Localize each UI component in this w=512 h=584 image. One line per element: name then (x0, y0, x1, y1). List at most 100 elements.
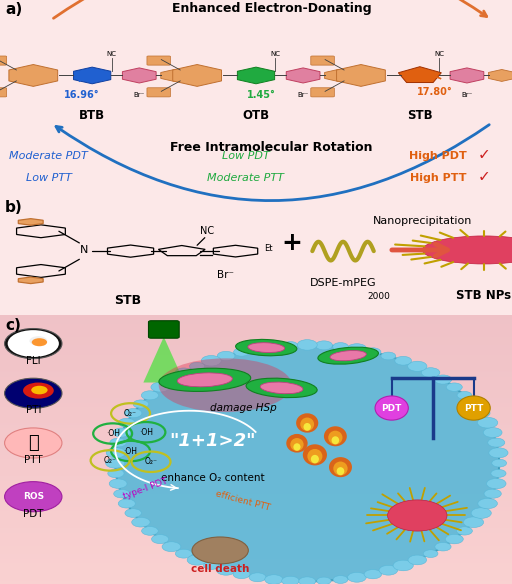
Ellipse shape (293, 443, 301, 451)
Text: Free Intramolecular Rotation: Free Intramolecular Rotation (170, 141, 373, 154)
Circle shape (5, 482, 62, 512)
Circle shape (162, 374, 181, 384)
Ellipse shape (115, 345, 499, 581)
Circle shape (141, 391, 159, 400)
Circle shape (297, 340, 317, 350)
Circle shape (379, 565, 398, 575)
Polygon shape (238, 67, 274, 84)
Circle shape (435, 543, 451, 551)
Text: ·OH: ·OH (105, 429, 120, 438)
Ellipse shape (301, 418, 314, 431)
Circle shape (471, 507, 492, 519)
Ellipse shape (311, 455, 319, 463)
Text: DSPE-mPEG: DSPE-mPEG (310, 278, 376, 288)
Text: PTI: PTI (26, 405, 41, 415)
Circle shape (422, 236, 512, 264)
Text: cell death: cell death (191, 564, 249, 574)
Circle shape (249, 573, 266, 582)
Ellipse shape (324, 426, 347, 446)
Polygon shape (9, 65, 58, 86)
Text: 16.96°: 16.96° (64, 91, 100, 100)
Text: High PTT: High PTT (410, 173, 466, 183)
Circle shape (189, 362, 205, 370)
Circle shape (175, 368, 193, 377)
Circle shape (434, 375, 452, 384)
Ellipse shape (290, 438, 304, 451)
FancyBboxPatch shape (0, 56, 7, 65)
Text: 1.45°: 1.45° (247, 91, 275, 100)
Circle shape (365, 348, 381, 356)
Circle shape (118, 499, 135, 508)
Text: Br⁻: Br⁻ (134, 92, 145, 98)
Circle shape (282, 576, 299, 584)
Circle shape (105, 458, 125, 468)
Polygon shape (18, 277, 43, 284)
Circle shape (445, 534, 463, 544)
Circle shape (233, 348, 249, 356)
Polygon shape (143, 337, 184, 383)
Text: Low PDT: Low PDT (222, 151, 270, 161)
Polygon shape (161, 69, 187, 81)
Polygon shape (488, 69, 512, 81)
Text: Nanoprecipitation: Nanoprecipitation (373, 216, 472, 226)
Text: 🌡: 🌡 (28, 434, 38, 452)
Circle shape (381, 352, 396, 360)
Circle shape (109, 479, 127, 488)
Polygon shape (325, 69, 351, 81)
Ellipse shape (318, 347, 378, 364)
Text: NC: NC (270, 51, 281, 57)
Polygon shape (74, 67, 111, 84)
Ellipse shape (375, 396, 409, 420)
Polygon shape (286, 68, 320, 83)
Ellipse shape (246, 378, 317, 398)
Circle shape (265, 575, 283, 584)
Circle shape (491, 470, 506, 477)
Circle shape (151, 383, 169, 392)
Circle shape (31, 386, 48, 394)
Ellipse shape (337, 467, 344, 475)
Circle shape (489, 448, 508, 458)
Circle shape (5, 329, 62, 359)
Circle shape (32, 338, 47, 346)
Circle shape (23, 383, 54, 399)
Polygon shape (122, 68, 156, 83)
Text: NC: NC (434, 51, 444, 57)
Circle shape (465, 399, 482, 409)
Text: Low PTT: Low PTT (26, 173, 72, 183)
Circle shape (457, 391, 472, 399)
Circle shape (488, 438, 505, 447)
Circle shape (463, 517, 484, 527)
Text: Enhanced Electron-Donating: Enhanced Electron-Donating (172, 2, 371, 15)
Ellipse shape (332, 436, 339, 444)
Circle shape (110, 438, 126, 447)
Circle shape (423, 550, 438, 558)
Circle shape (395, 356, 412, 365)
Ellipse shape (303, 444, 327, 465)
Circle shape (203, 561, 219, 569)
Text: Moderate PDT: Moderate PDT (9, 151, 88, 161)
Circle shape (217, 352, 235, 361)
Text: PDT: PDT (23, 509, 44, 519)
Ellipse shape (307, 449, 323, 464)
Circle shape (265, 342, 283, 352)
Text: N: N (80, 245, 89, 255)
Circle shape (388, 500, 447, 531)
Circle shape (473, 409, 490, 418)
Text: PTT: PTT (24, 455, 42, 465)
Text: Br⁻: Br⁻ (217, 270, 234, 280)
Circle shape (484, 489, 501, 498)
Text: type-I PDT: type-I PDT (122, 477, 169, 502)
Ellipse shape (457, 396, 490, 420)
Ellipse shape (159, 369, 251, 391)
Text: b): b) (5, 200, 23, 215)
Text: +: + (282, 231, 302, 255)
Circle shape (233, 570, 250, 579)
Circle shape (124, 409, 142, 418)
Text: ✓: ✓ (478, 147, 490, 162)
Ellipse shape (329, 457, 352, 477)
Ellipse shape (260, 382, 303, 394)
Ellipse shape (304, 423, 311, 431)
Ellipse shape (236, 339, 297, 356)
Circle shape (187, 555, 207, 565)
Circle shape (5, 428, 62, 458)
